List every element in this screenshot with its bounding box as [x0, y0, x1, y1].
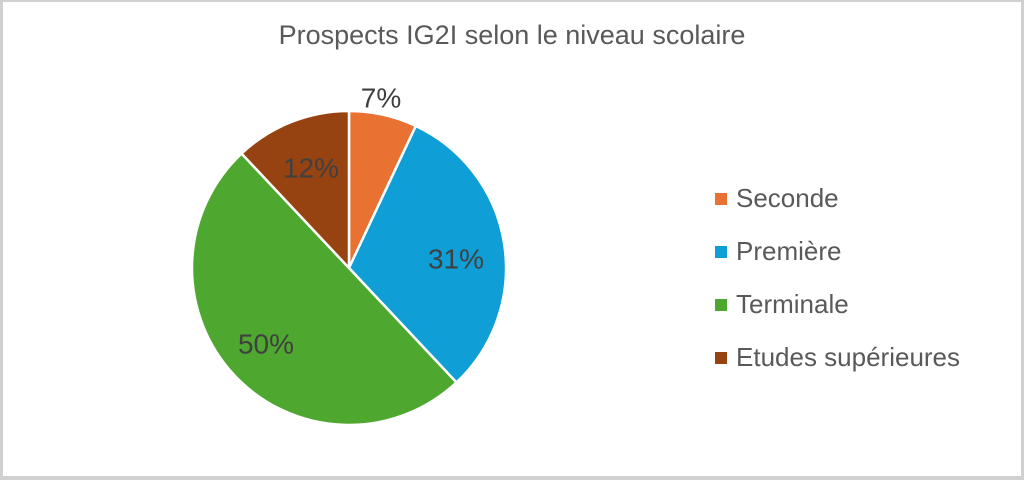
pie-slice-terminale — [190, 151, 459, 427]
data-label: 12% — [283, 152, 339, 183]
legend-label: Terminale — [736, 289, 849, 319]
legend-item-premiere: Première — [715, 225, 960, 278]
legend-item-seconde: Seconde — [715, 172, 960, 225]
legend-swatch — [715, 298, 727, 311]
chart-title: Prospects IG2I selon le niveau scolaire — [278, 20, 746, 50]
legend-swatch — [715, 351, 727, 364]
pie-slice-etudes-sup-rieures — [239, 109, 351, 272]
legend-swatch — [715, 245, 727, 258]
legend-label: Première — [736, 236, 842, 266]
legend-label: Seconde — [736, 183, 839, 213]
legend: Seconde Première Terminale Etudes supéri… — [715, 172, 960, 384]
legend-item-terminale: Terminale — [715, 278, 960, 331]
legend-item-etudes-superieures: Etudes supérieures — [715, 331, 960, 384]
pie-slice-premi-re — [347, 124, 508, 385]
data-label: 7% — [361, 82, 401, 113]
legend-swatch — [715, 192, 727, 205]
legend-label: Etudes supérieures — [736, 342, 961, 372]
data-label: 50% — [238, 328, 294, 359]
data-label: 31% — [428, 243, 484, 274]
